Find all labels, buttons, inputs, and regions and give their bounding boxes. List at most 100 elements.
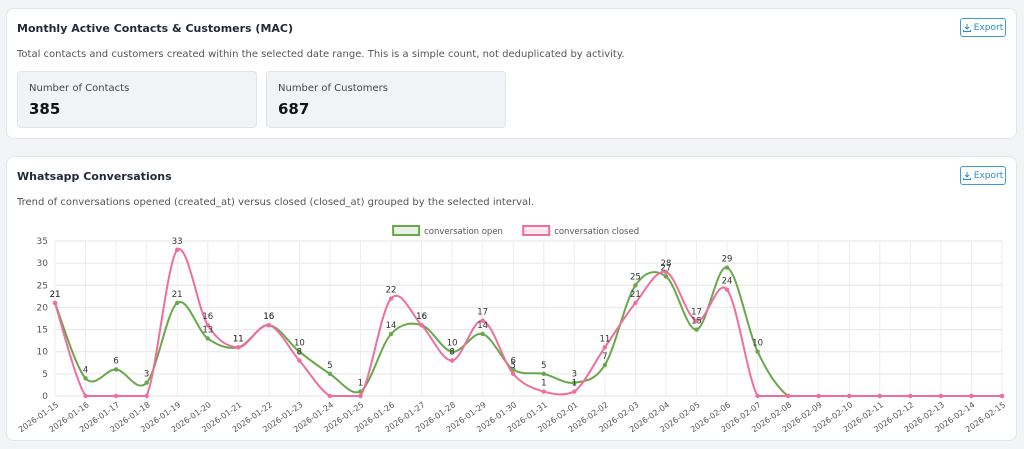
data-point — [602, 362, 608, 368]
data-point — [663, 269, 669, 275]
stat-value: 385 — [29, 100, 61, 118]
data-label: 11 — [233, 334, 244, 344]
data-label: 14 — [386, 321, 397, 331]
data-label: 16 — [263, 312, 274, 322]
export-button[interactable]: Export — [960, 166, 1006, 185]
data-point — [144, 380, 149, 385]
legend-item[interactable]: conversation closed — [522, 225, 639, 237]
data-point — [999, 393, 1005, 399]
data-label: 15 — [691, 317, 702, 327]
data-point — [205, 322, 210, 328]
legend-swatch — [522, 225, 551, 236]
data-label: 16 — [202, 312, 213, 322]
data-point — [205, 336, 210, 341]
data-label: 4 — [83, 365, 88, 375]
data-point — [541, 371, 546, 377]
data-point — [327, 371, 333, 377]
y-tick-label: 0 — [42, 392, 48, 402]
data-label: 21 — [172, 290, 183, 300]
data-label: 14 — [477, 321, 488, 331]
data-label: 11 — [599, 334, 610, 344]
legend-swatch — [392, 225, 421, 236]
data-label: 29 — [722, 255, 733, 265]
data-point — [633, 300, 638, 306]
data-label: 5 — [511, 361, 516, 371]
export-label: Export — [973, 170, 1004, 181]
data-point — [541, 389, 546, 394]
data-label: 8 — [297, 348, 302, 358]
data-label: 22 — [386, 286, 397, 296]
data-label: 16 — [416, 312, 427, 322]
data-point — [755, 393, 760, 399]
data-point — [449, 358, 455, 363]
export-label: Export — [973, 22, 1004, 33]
data-label: 10 — [752, 339, 763, 349]
data-point — [83, 393, 88, 399]
y-tick-label: 35 — [37, 237, 48, 247]
card-description: Total contacts and customers created wit… — [17, 49, 625, 60]
data-point — [908, 393, 913, 399]
whatsapp-card: Whatsapp Conversations Export Trend of c… — [6, 156, 1017, 441]
data-label: 16 — [416, 312, 427, 322]
data-point — [52, 300, 58, 306]
data-point — [511, 367, 516, 372]
data-point — [847, 393, 852, 399]
data-label: 11 — [233, 334, 244, 344]
export-button[interactable]: Export — [960, 18, 1006, 37]
download-icon — [962, 171, 971, 180]
data-point — [969, 393, 974, 399]
data-point — [358, 393, 363, 399]
data-label: 7 — [602, 352, 607, 362]
data-point — [755, 349, 760, 354]
stat-label: Number of Contacts — [29, 83, 130, 94]
data-point — [785, 393, 791, 399]
y-tick-label: 15 — [37, 326, 48, 336]
stat-card: Number of Customers 687 — [266, 71, 506, 128]
data-point — [144, 393, 149, 399]
data-point — [663, 274, 669, 279]
data-label: 10 — [294, 339, 305, 349]
y-tick-label: 25 — [37, 281, 48, 291]
legend-item[interactable]: conversation open — [392, 225, 503, 237]
data-label: 28 — [661, 259, 672, 269]
stat-label: Number of Customers — [278, 83, 388, 94]
data-point — [480, 318, 485, 323]
data-point — [480, 331, 485, 337]
data-label: 17 — [691, 308, 702, 318]
y-tick-label: 30 — [37, 259, 49, 269]
y-tick-label: 10 — [37, 348, 49, 358]
data-label: 1 — [541, 379, 546, 389]
data-point — [694, 318, 699, 323]
data-label: 24 — [722, 277, 733, 287]
data-label: 8 — [449, 348, 454, 358]
legend-label: conversation open — [424, 227, 503, 237]
data-point — [83, 376, 88, 381]
data-point — [297, 358, 302, 363]
stat-value: 687 — [278, 100, 310, 118]
data-point — [327, 393, 333, 399]
data-label: 1 — [358, 379, 363, 389]
data-label: 16 — [263, 312, 274, 322]
chart: 051015202530352026-01-152026-01-162026-0… — [17, 225, 1007, 434]
data-point — [694, 327, 699, 332]
data-point — [602, 345, 608, 350]
data-label: 5 — [327, 361, 332, 371]
data-label: 21 — [630, 290, 641, 300]
data-point — [816, 393, 821, 399]
data-label: 6 — [511, 356, 516, 366]
download-icon — [962, 23, 971, 32]
data-point — [113, 367, 119, 372]
data-point — [511, 371, 516, 377]
card-title: Whatsapp Conversations — [17, 170, 172, 183]
data-label: 6 — [113, 356, 118, 366]
data-label: 13 — [202, 325, 213, 335]
data-label: 21 — [50, 290, 61, 300]
data-point — [236, 345, 241, 350]
data-point — [388, 296, 394, 301]
legend-label: conversation closed — [554, 227, 639, 237]
data-point — [174, 247, 180, 253]
data-label: 25 — [630, 272, 641, 282]
data-point — [724, 265, 730, 270]
data-point — [174, 300, 180, 306]
